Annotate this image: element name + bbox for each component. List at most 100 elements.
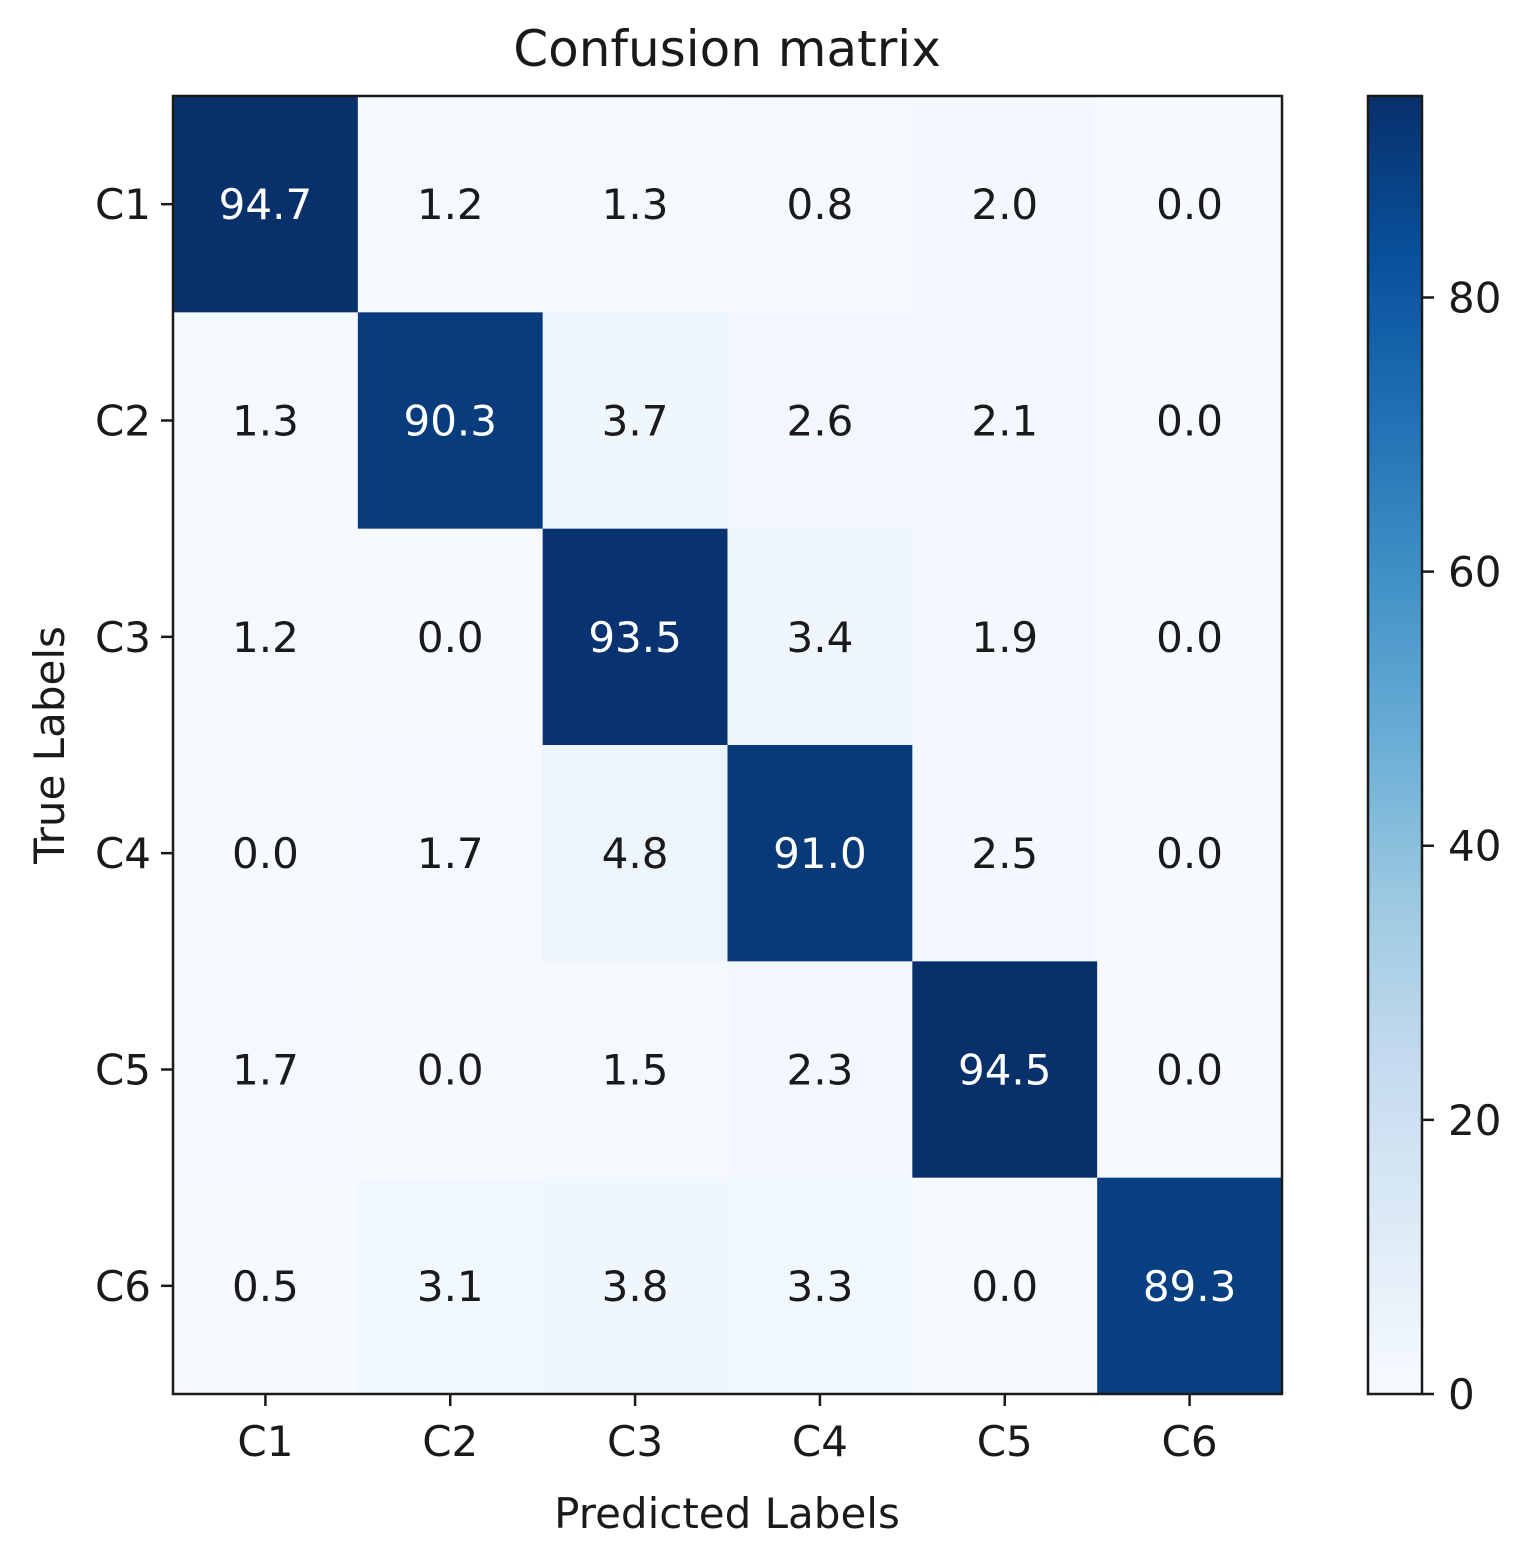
heatmap-cell: [1097, 96, 1283, 313]
cell-value-label: 93.5: [588, 613, 682, 662]
heatmap-cell: [542, 528, 729, 746]
x-tick-label: C1: [237, 1417, 293, 1466]
heatmap-cell: [727, 96, 913, 313]
heatmap-cell: [912, 312, 1098, 530]
cell-value-label: 1.3: [602, 180, 669, 229]
x-tick-label: C2: [422, 1417, 478, 1466]
heatmap-cell: [357, 1177, 544, 1395]
heatmap-cell: [912, 528, 1098, 746]
chart-title: Confusion matrix: [513, 20, 941, 78]
heatmap-cells: [173, 96, 1283, 1395]
y-tick-label: C6: [95, 1262, 151, 1311]
cell-value-labels: 94.7 1.2 1.3 0.8 2.0 0.0 1.3 90.3 3.7 2.6 2.1 0.0 1.…: [219, 180, 1237, 1311]
cell-value-label: 94.7: [219, 180, 313, 229]
heatmap-cell: [357, 745, 544, 962]
y-tick-label: C1: [95, 180, 151, 229]
cell-value-label: 0.0: [232, 829, 299, 878]
cell-value-label: 3.7: [602, 397, 669, 446]
cell-value-label: 0.5: [232, 1262, 299, 1311]
colorbar-tick-label: 20: [1448, 1096, 1501, 1145]
cell-value-label: 91.0: [773, 829, 867, 878]
heatmap-cell: [1097, 1177, 1283, 1395]
y-tick-label: C4: [95, 829, 151, 878]
cell-value-label: 0.0: [417, 1046, 484, 1095]
cell-value-label: 2.6: [787, 397, 854, 446]
cell-value-label: 0.0: [971, 1262, 1038, 1311]
colorbar-tick-label: 0: [1448, 1370, 1475, 1419]
plot-frame: [171, 94, 1284, 1396]
cell-value-label: 2.5: [971, 829, 1038, 878]
heatmap-cell: [173, 528, 359, 746]
colorbar-ticks: 0 20 40 60 80: [1422, 273, 1501, 1419]
cell-value-label: 0.0: [1156, 1046, 1223, 1095]
cell-value-label: 1.9: [971, 613, 1038, 662]
cell-value-label: 90.3: [403, 397, 497, 446]
cell-value-label: 94.5: [958, 1046, 1052, 1095]
heatmap-cell: [542, 1177, 729, 1395]
heatmap-cell: [542, 312, 729, 530]
x-tick-label: C6: [1162, 1417, 1218, 1466]
cell-value-label: 1.7: [417, 829, 484, 878]
heatmap-cell: [542, 96, 729, 313]
heatmap-cell: [912, 745, 1098, 962]
cell-value-label: 89.3: [1143, 1262, 1237, 1311]
heatmap-cell: [727, 528, 913, 746]
colorbar-frame: [1366, 94, 1424, 1396]
cell-value-label: 0.0: [1156, 397, 1223, 446]
heatmap-cell: [1097, 961, 1283, 1179]
heatmap-cell: [1097, 745, 1283, 962]
heatmap-cell: [912, 1177, 1098, 1395]
y-tick-label: C5: [95, 1046, 151, 1095]
cell-value-label: 0.8: [787, 180, 854, 229]
cell-value-label: 3.8: [602, 1262, 669, 1311]
y-axis-ticks: C1 C2 C3 C4 C5 C6: [95, 180, 173, 1311]
cell-value-label: 2.3: [787, 1046, 854, 1095]
heatmap-cell: [173, 745, 359, 962]
heatmap-cell: [1097, 312, 1283, 530]
cell-value-label: 1.3: [232, 397, 299, 446]
cell-value-label: 0.0: [1156, 613, 1223, 662]
heatmap-cell: [357, 961, 544, 1179]
cell-value-label: 4.8: [602, 829, 669, 878]
cell-value-label: 3.4: [787, 613, 854, 662]
heatmap-cell: [727, 961, 913, 1179]
heatmap-cell: [357, 96, 544, 313]
cell-value-label: 0.0: [1156, 829, 1223, 878]
heatmap-cell: [912, 96, 1098, 313]
cell-value-label: 2.0: [971, 180, 1038, 229]
colorbar-tick-label: 40: [1448, 822, 1501, 871]
heatmap-cell: [173, 96, 359, 313]
heatmap-cell: [357, 312, 544, 530]
y-tick-label: C3: [95, 613, 151, 662]
heatmap-cell: [727, 745, 913, 962]
y-axis-label: True Labels: [25, 626, 74, 865]
x-tick-label: C4: [792, 1417, 848, 1466]
x-tick-label: C3: [607, 1417, 663, 1466]
heatmap-cell: [357, 528, 544, 746]
heatmap-cell: [173, 1177, 359, 1395]
colorbar-tick-label: 80: [1448, 273, 1501, 322]
cell-value-label: 1.2: [232, 613, 299, 662]
x-axis-ticks: C1 C2 C3 C4 C5 C6: [237, 1394, 1218, 1466]
x-tick-label: C5: [977, 1417, 1033, 1466]
heatmap-cell: [727, 312, 913, 530]
colorbar-tick-label: 60: [1448, 548, 1501, 597]
heatmap-cell: [727, 1177, 913, 1395]
cell-value-label: 0.0: [417, 613, 484, 662]
x-axis-label: Predicted Labels: [554, 1489, 900, 1538]
cell-value-label: 0.0: [1156, 180, 1223, 229]
cell-value-label: 1.7: [232, 1046, 299, 1095]
heatmap-cell: [1097, 528, 1283, 746]
cell-value-label: 3.1: [417, 1262, 484, 1311]
heatmap-cell: [173, 312, 359, 530]
heatmap-cell: [542, 961, 729, 1179]
cell-value-label: 1.5: [602, 1046, 669, 1095]
cell-value-label: 3.3: [787, 1262, 854, 1311]
y-tick-label: C2: [95, 397, 151, 446]
heatmap-cell: [173, 961, 359, 1179]
heatmap-cell: [542, 745, 729, 962]
heatmap-cell: [912, 961, 1098, 1179]
cell-value-label: 1.2: [417, 180, 484, 229]
